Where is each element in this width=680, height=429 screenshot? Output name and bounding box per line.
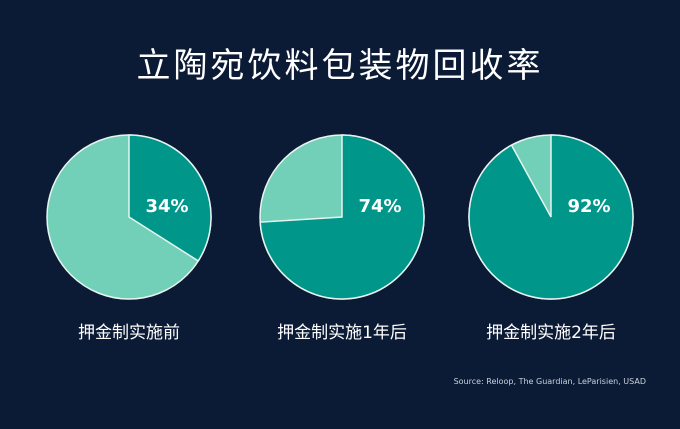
- pie-slice-recycled: [128, 134, 212, 262]
- data-label: 74%: [358, 196, 401, 217]
- category-label: 押金制实施前: [78, 323, 180, 343]
- data-label: 92%: [567, 196, 610, 217]
- data-label: 34%: [145, 196, 188, 217]
- category-label: 押金制实施2年后: [486, 323, 616, 343]
- category-label: 押金制实施1年后: [277, 323, 407, 343]
- chart-title: 立陶宛饮料包装物回收率: [136, 46, 544, 86]
- pie-slice-recycled: [468, 134, 634, 300]
- source-note: Source: Reloop, The Guardian, LeParisien…: [453, 377, 646, 386]
- pie-slice-recycled: [259, 134, 425, 300]
